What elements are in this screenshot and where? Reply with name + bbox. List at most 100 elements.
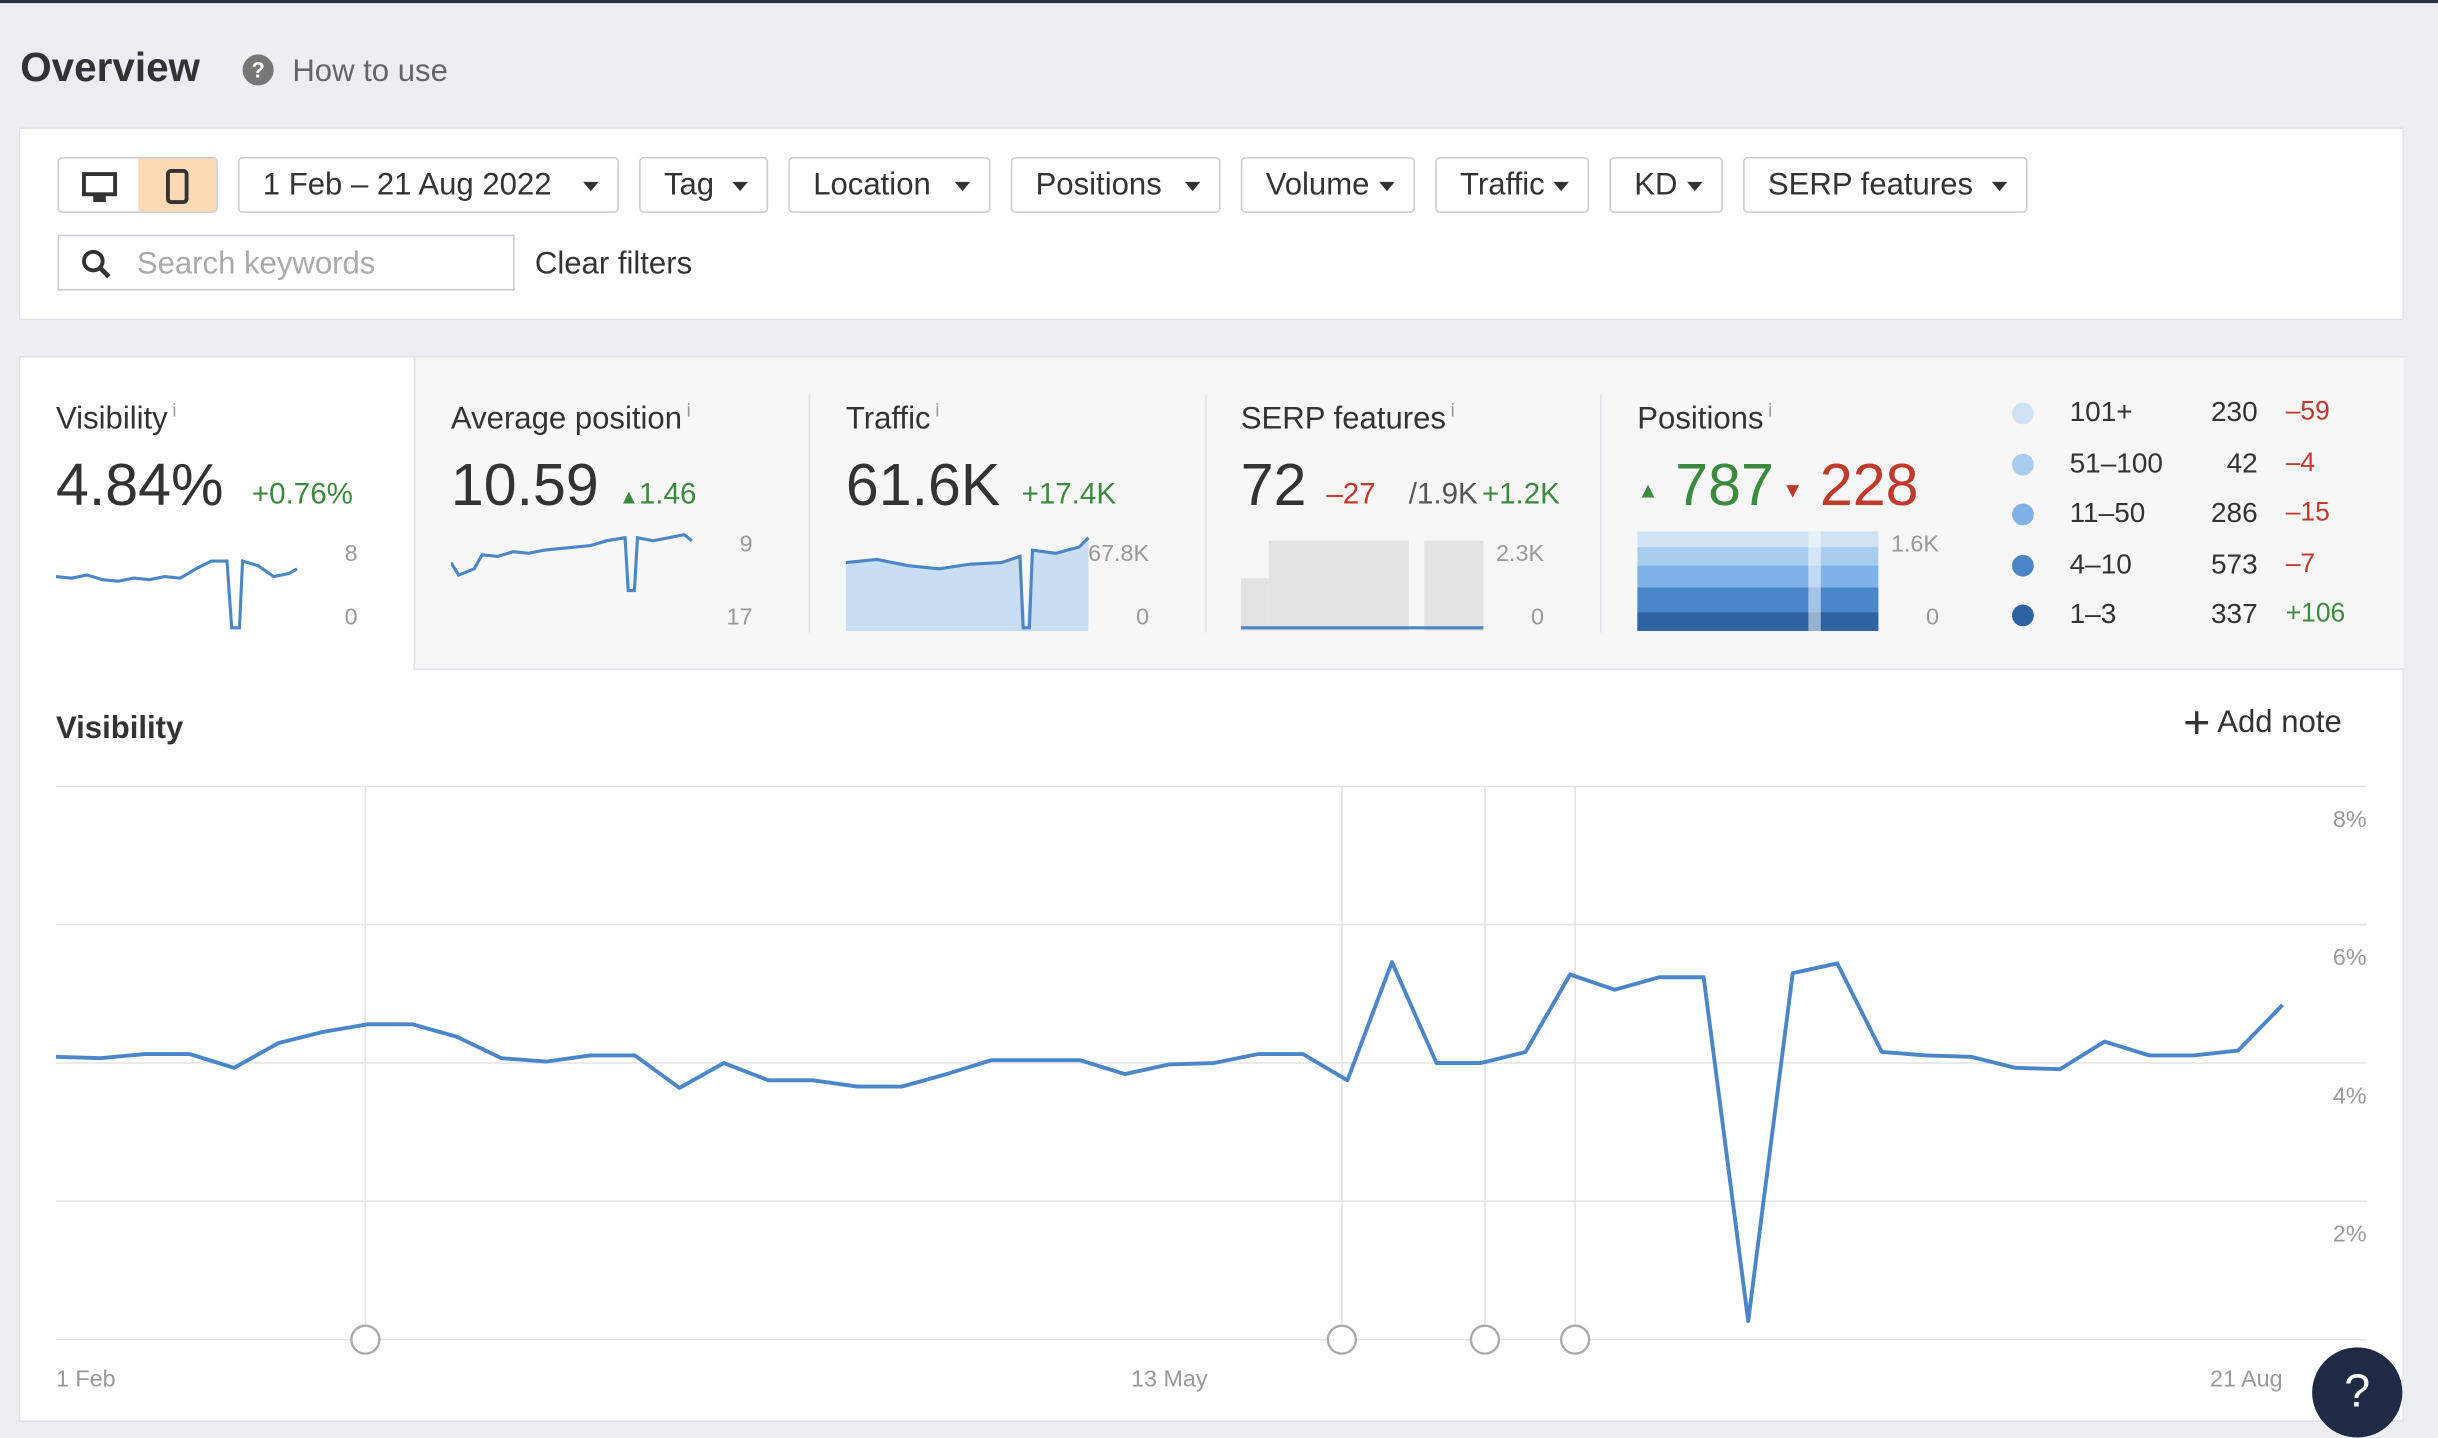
label-text: Positions bbox=[1637, 401, 1764, 437]
sparkline bbox=[450, 532, 693, 593]
metric-change: ▲1.46 bbox=[619, 479, 697, 513]
info-mark[interactable]: i bbox=[935, 399, 940, 422]
metric-change: +0.76% bbox=[251, 478, 353, 512]
axis-label: 0 bbox=[1925, 604, 1939, 631]
help-icon[interactable]: ? bbox=[242, 54, 274, 86]
y-tick-label: 8% bbox=[2333, 806, 2367, 832]
kd-filter[interactable]: KD bbox=[1609, 156, 1723, 213]
metric-label: Visibility i bbox=[56, 399, 177, 437]
metric-change: +17.4K bbox=[1021, 478, 1117, 512]
x-tick-label: 1 Feb bbox=[56, 1365, 116, 1391]
y-tick-label: 6% bbox=[2333, 944, 2367, 970]
x-tick-label: 21 Aug bbox=[2210, 1365, 2283, 1391]
help-button[interactable]: ? bbox=[2312, 1347, 2403, 1438]
legend-range: 11–50 bbox=[2069, 497, 2146, 529]
device-toggle bbox=[57, 156, 218, 213]
metric-value: 4.84% bbox=[55, 453, 224, 520]
note-lines bbox=[364, 786, 1576, 1325]
legend-dot bbox=[2012, 402, 2034, 425]
info-mark[interactable]: i bbox=[686, 399, 691, 422]
label-text: Average position bbox=[450, 401, 683, 437]
metric-value: 61.6K bbox=[845, 453, 1001, 520]
info-mark[interactable]: i bbox=[1450, 399, 1455, 422]
positions-up: ▲ 787 bbox=[1637, 454, 1774, 521]
down-arrow: ▼ bbox=[1781, 477, 1804, 502]
legend-change: –4 bbox=[2285, 446, 2316, 477]
legend-range: 4–10 bbox=[2069, 548, 2132, 580]
metric-value: 72 bbox=[1240, 453, 1307, 520]
legend-change: –15 bbox=[2285, 497, 2330, 528]
metrics-bg bbox=[413, 357, 2404, 670]
legend-dot bbox=[2012, 453, 2034, 475]
label-text: SERP features bbox=[1240, 401, 1446, 437]
device-icons[interactable] bbox=[59, 158, 218, 213]
positions-filter[interactable]: Positions bbox=[1010, 156, 1221, 213]
note-markers[interactable] bbox=[350, 1324, 1591, 1355]
axis-label: 0 bbox=[1136, 604, 1150, 631]
y-tick-label: 2% bbox=[2333, 1221, 2367, 1247]
divider bbox=[1205, 394, 1207, 633]
sparkline-stack bbox=[1637, 531, 1879, 631]
label-text: Visibility bbox=[55, 401, 168, 437]
info-mark[interactable]: i bbox=[1768, 399, 1773, 422]
axis-label: 0 bbox=[344, 604, 358, 631]
metric-label: Traffic i bbox=[846, 399, 939, 437]
metric-label: Positions i bbox=[1637, 399, 1772, 437]
info-mark[interactable]: i bbox=[172, 399, 177, 422]
line bbox=[55, 960, 2284, 1323]
legend-count: 573 bbox=[2210, 548, 2258, 580]
legend-count: 42 bbox=[2226, 446, 2258, 479]
metric-change: –27 bbox=[1326, 478, 1376, 512]
axis-label: 8 bbox=[344, 540, 358, 568]
legend-range: 1–3 bbox=[2069, 598, 2117, 631]
axis-label: 17 bbox=[726, 604, 753, 631]
sparkline-bars bbox=[1240, 540, 1484, 631]
legend-change: +106 bbox=[2285, 598, 2346, 629]
divider bbox=[808, 394, 811, 633]
page-title: Overview bbox=[20, 43, 201, 91]
positions-down: ▼ 228 bbox=[1782, 454, 1919, 521]
add-note-text: Add note bbox=[2217, 705, 2342, 740]
chart: 2% 4% 6% 8% 1 Feb 13 May 21 Aug bbox=[55, 785, 2367, 1391]
tag-filter[interactable]: Tag bbox=[639, 156, 769, 213]
chart-title: Visibility bbox=[55, 711, 184, 746]
legend-range: 51–100 bbox=[2069, 446, 2163, 479]
add-note[interactable]: + Add note bbox=[2183, 700, 2342, 747]
axis-label: 0 bbox=[1531, 604, 1545, 631]
serp-filter[interactable]: SERP features bbox=[1743, 156, 2028, 213]
up-value: 787 bbox=[1675, 453, 1774, 520]
axis-label: 9 bbox=[739, 531, 753, 558]
search-placeholder: Search keywords bbox=[136, 247, 376, 282]
legend-dot bbox=[2012, 554, 2034, 577]
traffic-filter[interactable]: Traffic bbox=[1435, 156, 1590, 213]
axis-label: 1.6K bbox=[1890, 531, 1939, 558]
how-to-use-link[interactable]: How to use bbox=[292, 54, 448, 89]
legend-count: 337 bbox=[2210, 598, 2258, 631]
legend-dot bbox=[2012, 605, 2034, 627]
up-arrow: ▲ bbox=[618, 484, 639, 509]
metric-label: SERP features i bbox=[1241, 399, 1455, 437]
metric-extra-change: +1.2K bbox=[1481, 478, 1560, 512]
plus-icon: + bbox=[2183, 697, 2211, 749]
label-text: Traffic bbox=[845, 401, 931, 437]
metric-extra: /1.9K bbox=[1408, 478, 1478, 512]
search-icon bbox=[82, 249, 111, 279]
legend-change: –7 bbox=[2285, 548, 2316, 578]
legend-range: 101+ bbox=[2069, 396, 2133, 428]
change-text: 1.46 bbox=[638, 478, 697, 512]
y-tick-label: 4% bbox=[2333, 1082, 2367, 1108]
metric-value: 10.59 bbox=[450, 453, 599, 520]
up-arrow: ▲ bbox=[1637, 477, 1659, 502]
date-filter[interactable]: 1 Feb – 21 Aug 2022 bbox=[237, 156, 619, 213]
divider bbox=[1599, 394, 1602, 633]
location-filter[interactable]: Location bbox=[788, 156, 991, 213]
search-box[interactable]: Search keywords bbox=[57, 234, 515, 291]
x-tick-label: 13 May bbox=[1131, 1365, 1208, 1391]
legend-dot bbox=[2012, 503, 2034, 526]
clear-filters[interactable]: Clear filters bbox=[534, 247, 693, 282]
sparkline bbox=[55, 558, 298, 630]
volume-filter[interactable]: Volume bbox=[1240, 156, 1415, 213]
down-value: 228 bbox=[1819, 453, 1919, 520]
